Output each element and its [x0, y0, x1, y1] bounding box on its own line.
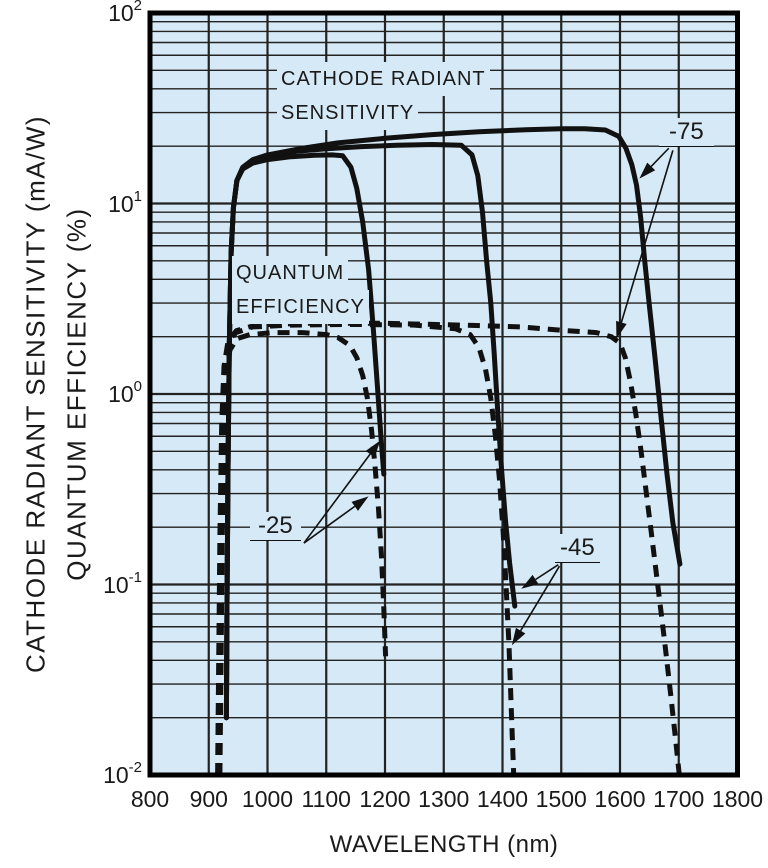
curve-type-75-qe: [215, 320, 682, 776]
annotation-arrowhead: [511, 627, 526, 646]
curve-type-25-qe: [217, 330, 389, 776]
annotation-arrow-line: [650, 147, 670, 167]
curve-type-75-sensitivity: [223, 126, 683, 721]
annotation-arrowhead: [351, 496, 369, 511]
annotation-arrow-line: [303, 453, 371, 544]
annotation-arrowhead: [639, 162, 656, 179]
annotation-arrowhead: [365, 440, 381, 458]
annotation-arrow-line: [620, 150, 674, 323]
annotation-arrow-line: [535, 564, 559, 581]
annotation-arrowhead: [521, 574, 539, 589]
annotation-arrowhead: [616, 320, 627, 339]
annotation-arrow-line: [303, 505, 356, 544]
plot-frame: [147, 10, 740, 778]
annotation-arrow-line: [519, 565, 561, 632]
